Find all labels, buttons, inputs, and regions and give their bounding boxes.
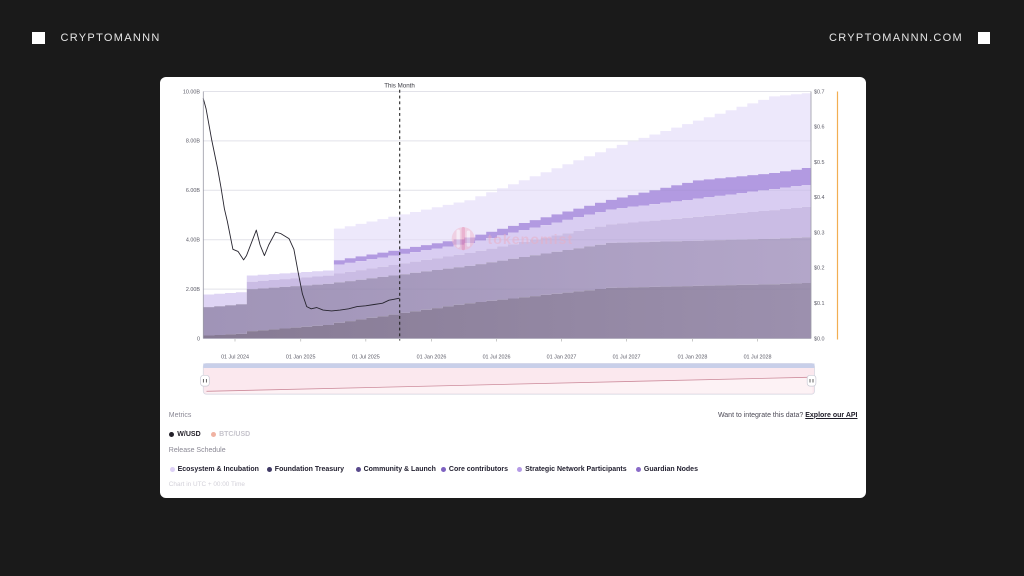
svg-text:01 Jan 2028: 01 Jan 2028	[677, 354, 707, 360]
svg-text:10.00B: 10.00B	[182, 89, 199, 95]
svg-text:$0.1: $0.1	[814, 301, 825, 307]
svg-text:$0.5: $0.5	[814, 159, 825, 165]
svg-text:4.00B: 4.00B	[185, 237, 199, 243]
svg-text:8.00B: 8.00B	[185, 138, 199, 144]
svg-text:This Month: This Month	[384, 82, 415, 89]
svg-text:$0.6: $0.6	[814, 124, 825, 130]
svg-text:$0.4: $0.4	[814, 195, 825, 201]
svg-text:01 Jul 2028: 01 Jul 2028	[743, 354, 771, 360]
svg-text:01 Jul 2025: 01 Jul 2025	[351, 354, 379, 360]
svg-text:$0.3: $0.3	[814, 230, 825, 236]
svg-text:6.00B: 6.00B	[185, 188, 199, 194]
svg-text:01 Jan 2026: 01 Jan 2026	[416, 354, 446, 360]
svg-text:01 Jan 2025: 01 Jan 2025	[285, 354, 315, 360]
svg-text:$0.2: $0.2	[814, 265, 825, 271]
svg-text:2.00B: 2.00B	[185, 286, 199, 292]
svg-text:01 Jul 2026: 01 Jul 2026	[482, 354, 510, 360]
svg-text:$0.7: $0.7	[814, 89, 825, 95]
svg-text:01 Jul 2024: 01 Jul 2024	[221, 354, 249, 360]
svg-text:tokenomist: tokenomist	[487, 231, 573, 247]
svg-text:0: 0	[197, 336, 200, 342]
svg-text:01 Jul 2027: 01 Jul 2027	[612, 354, 640, 360]
svg-text:01 Jan 2027: 01 Jan 2027	[546, 354, 576, 360]
svg-text:$0.0: $0.0	[814, 336, 825, 342]
